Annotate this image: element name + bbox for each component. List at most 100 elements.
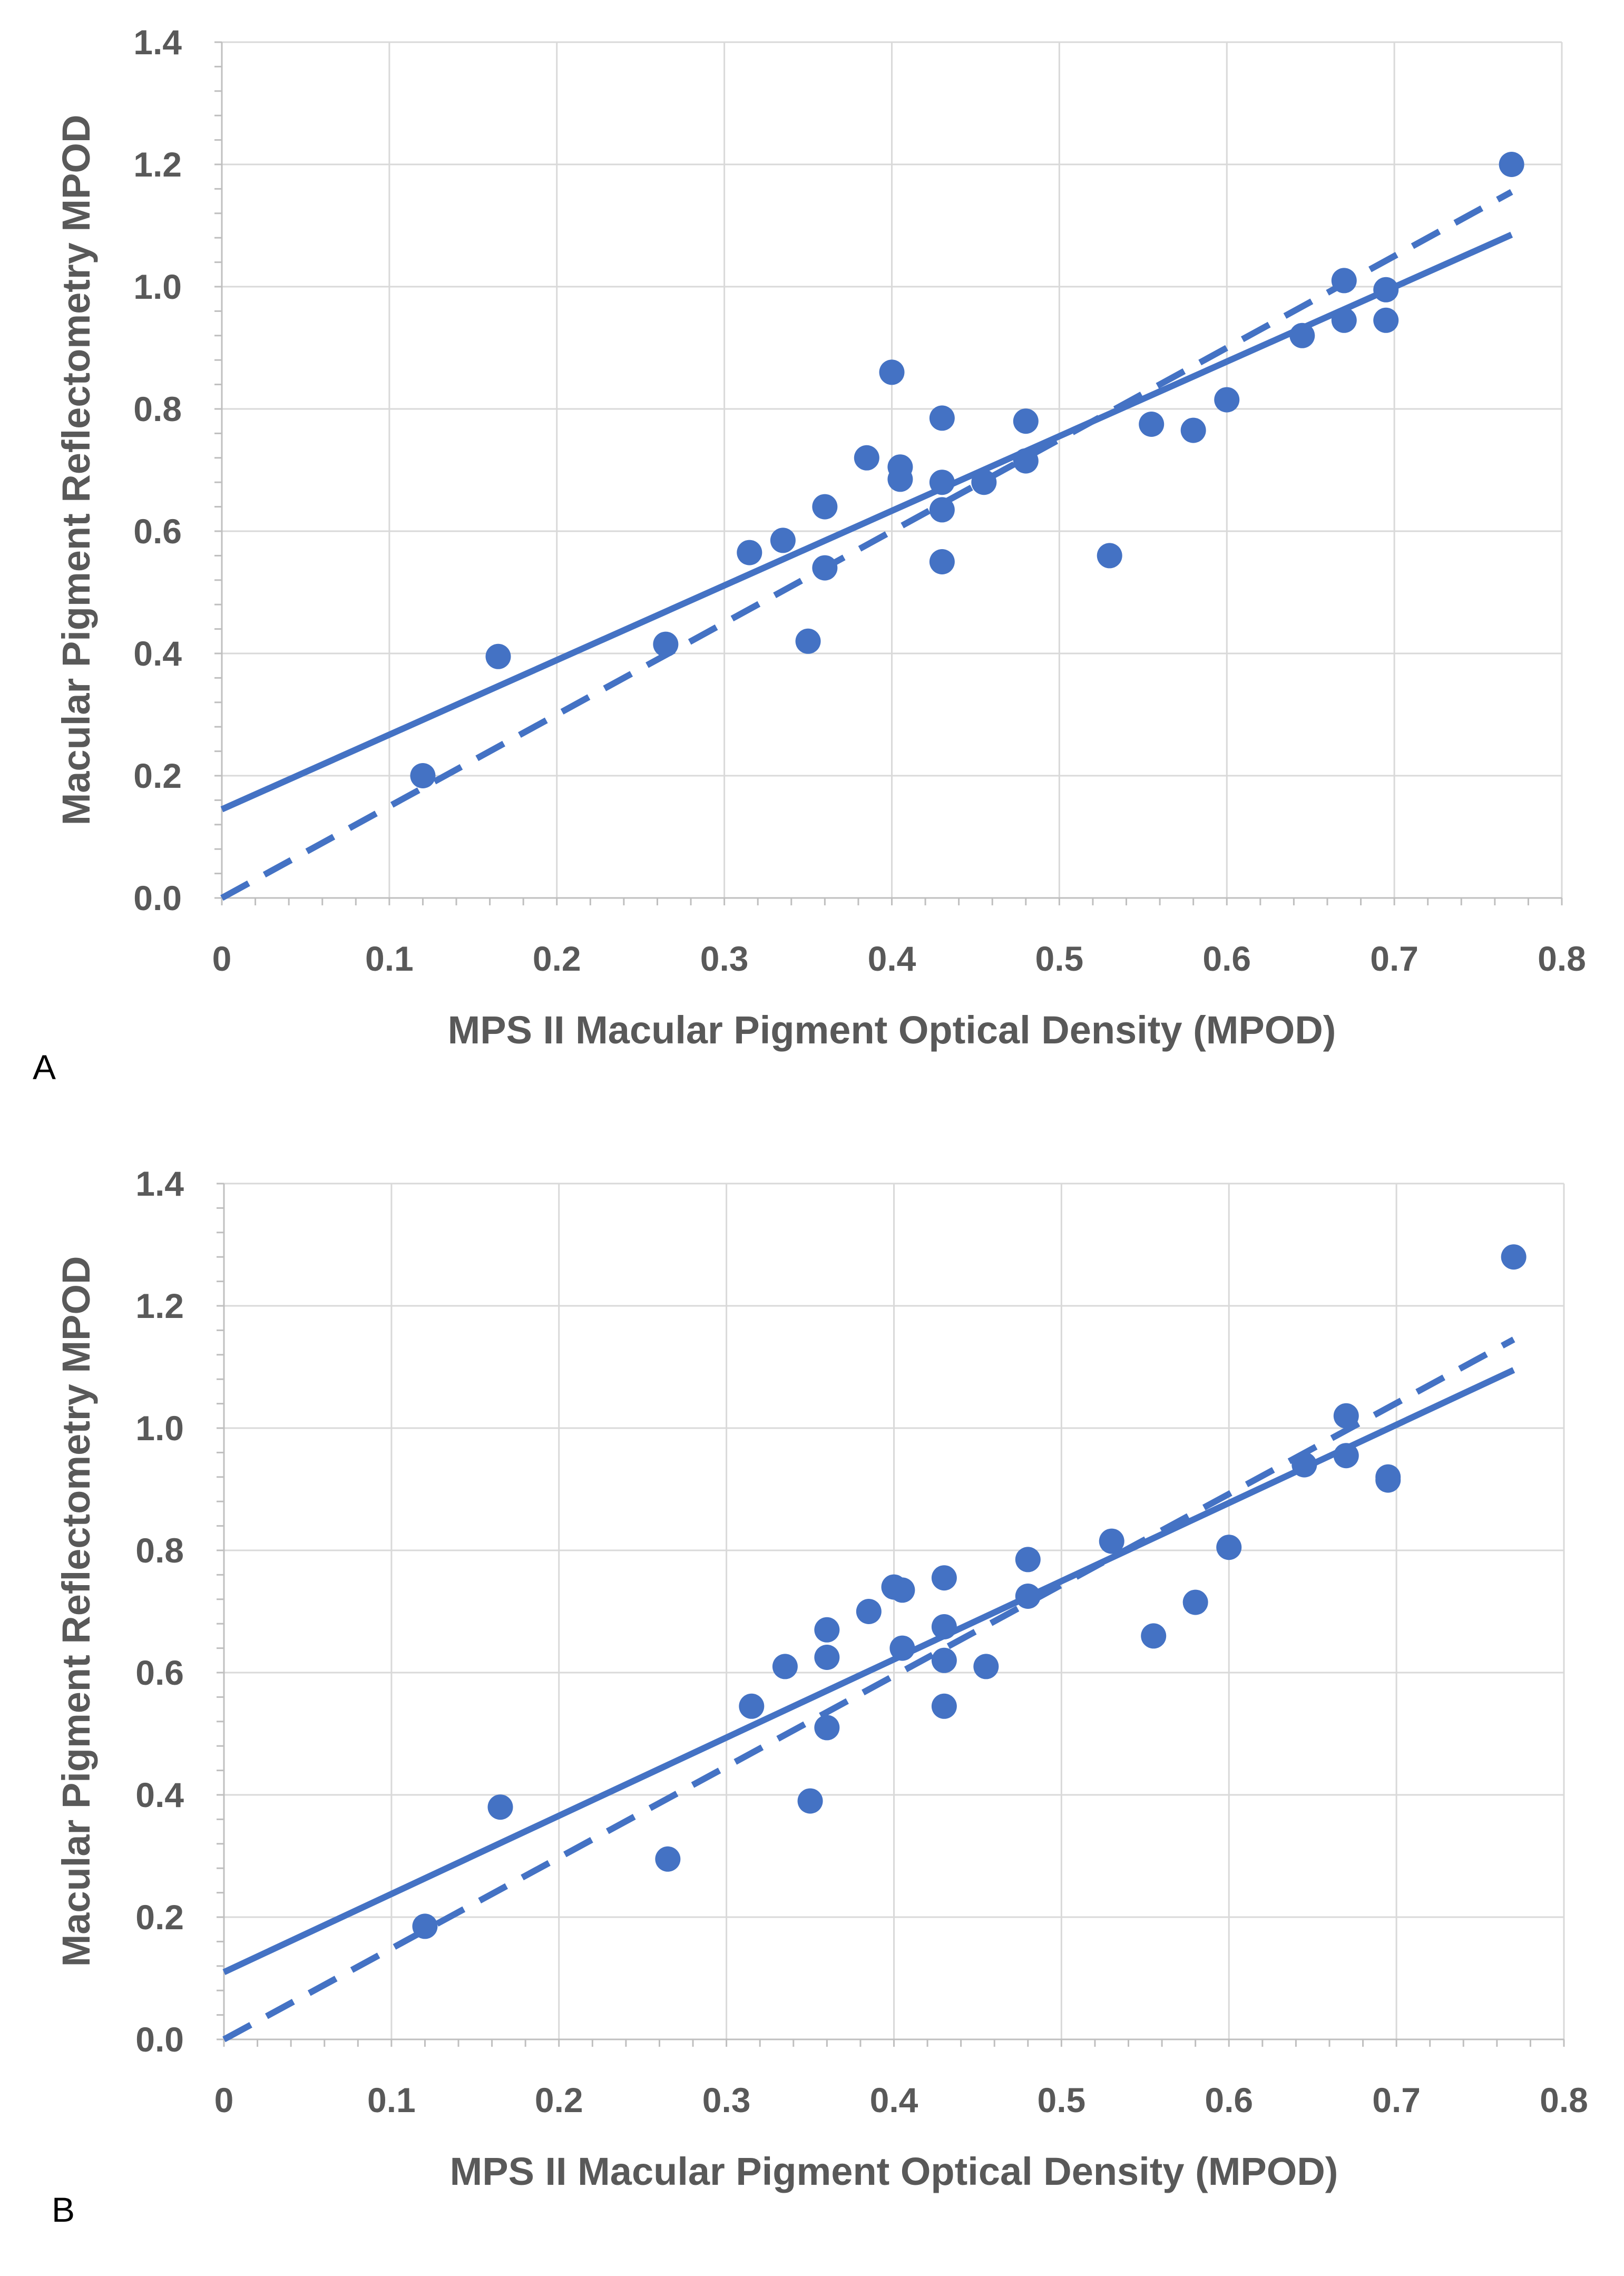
- data-point: [1373, 307, 1399, 333]
- data-point: [812, 555, 838, 581]
- x-tick-label: 0.1: [367, 2080, 416, 2119]
- x-tick-label: 0.5: [1035, 939, 1084, 978]
- data-point: [770, 528, 796, 553]
- x-tick-label: 0.5: [1038, 2080, 1086, 2119]
- data-point: [410, 763, 436, 788]
- x-tick-label: 0.3: [702, 2080, 751, 2119]
- data-point: [1499, 152, 1524, 177]
- data-point: [1216, 1535, 1242, 1560]
- data-point: [485, 643, 511, 669]
- y-tick-label: 1.0: [133, 267, 182, 306]
- y-axis-title: Macular Pigment Reflectometry MPOD: [54, 1256, 98, 1967]
- y-axis-title: Macular Pigment Reflectometry MPOD: [54, 115, 98, 826]
- data-point: [1333, 1403, 1359, 1429]
- x-tick-label: 0.6: [1202, 939, 1251, 978]
- data-point: [487, 1794, 513, 1820]
- x-tick-label: 0: [214, 2080, 234, 2119]
- data-point: [797, 1788, 823, 1814]
- identity-dashed-line: [220, 189, 1513, 901]
- y-tick-label: 1.4: [133, 23, 182, 62]
- minor-ticks: [217, 1183, 1565, 2047]
- x-tick-label: 0.2: [533, 939, 581, 978]
- y-tick-label: 1.4: [135, 1164, 184, 1203]
- data-point: [856, 1599, 882, 1624]
- data-point: [929, 470, 955, 495]
- data-point: [1182, 1589, 1208, 1615]
- data-point: [653, 631, 679, 657]
- data-point: [1375, 1467, 1401, 1493]
- data-point: [931, 1614, 957, 1639]
- y-tick-label: 0.4: [133, 634, 182, 673]
- y-tick-label: 0.6: [133, 512, 182, 551]
- x-tick-label: 0.4: [870, 2080, 918, 2119]
- scatter-points: [412, 1244, 1527, 1939]
- data-point: [1015, 1584, 1041, 1609]
- data-point: [814, 1645, 840, 1670]
- data-point: [655, 1846, 681, 1872]
- x-tick-label: 0.3: [700, 939, 749, 978]
- data-point: [739, 1693, 765, 1719]
- data-point: [1015, 1547, 1041, 1572]
- data-point: [854, 445, 879, 471]
- data-point: [795, 628, 821, 654]
- y-tick-label: 0.2: [135, 1898, 184, 1937]
- y-tick-label: 0.2: [133, 756, 182, 795]
- data-point: [879, 359, 905, 385]
- data-point: [929, 497, 955, 523]
- data-point: [1373, 277, 1399, 302]
- x-tick-label: 0.7: [1372, 2080, 1421, 2119]
- data-point: [1139, 412, 1165, 437]
- x-tick-label: 0.2: [535, 2080, 583, 2119]
- data-point: [1180, 417, 1206, 443]
- data-point: [973, 1654, 999, 1679]
- panel-label: B: [52, 2190, 75, 2229]
- data-point: [887, 466, 913, 492]
- data-point: [1097, 543, 1122, 569]
- x-tick-label: 0.8: [1540, 2080, 1588, 2119]
- y-tick-label: 1.2: [135, 1286, 184, 1325]
- data-point: [814, 1617, 840, 1643]
- y-tick-label: 0.0: [133, 878, 182, 917]
- data-point: [931, 1693, 957, 1719]
- data-point: [812, 494, 838, 520]
- data-point: [1292, 1452, 1317, 1478]
- data-point: [814, 1715, 840, 1741]
- data-point: [412, 1913, 438, 1939]
- y-tick-label: 0.8: [133, 389, 182, 428]
- data-point: [1214, 387, 1240, 413]
- data-point: [929, 549, 955, 574]
- data-point: [772, 1654, 798, 1679]
- minor-ticks: [214, 41, 1563, 905]
- data-point: [1333, 1443, 1359, 1469]
- y-tick-label: 0.4: [135, 1775, 184, 1814]
- y-tick-label: 0.0: [135, 2020, 184, 2059]
- y-tick-label: 0.8: [135, 1531, 184, 1570]
- data-point: [1013, 408, 1039, 434]
- data-point: [929, 405, 955, 431]
- x-axis-title: MPS II Macular Pigment Optical Density (…: [448, 1008, 1336, 1052]
- x-tick-label: 0.7: [1370, 939, 1418, 978]
- data-point: [1331, 268, 1357, 294]
- x-tick-label: 0: [212, 939, 232, 978]
- y-tick-label: 1.2: [133, 145, 182, 184]
- data-point: [889, 1577, 915, 1603]
- data-point: [931, 1647, 957, 1673]
- chart-panel-a: 0 0.1 0.2 0.3 0.4 0.5 0.6 0.7 0.8 0.0 0.2 0.4 0.6 0.8…: [33, 23, 1586, 1087]
- data-point: [971, 470, 997, 495]
- scatter-points: [410, 152, 1524, 788]
- x-axis-title: MPS II Macular Pigment Optical Density (…: [450, 2150, 1338, 2193]
- data-point: [1099, 1528, 1124, 1554]
- x-tick-label: 0.4: [868, 939, 916, 978]
- data-point: [737, 540, 762, 565]
- data-point: [931, 1565, 957, 1591]
- x-tick-label: 0.8: [1538, 939, 1586, 978]
- data-point: [1141, 1623, 1167, 1649]
- chart-panel-b: 0 0.1 0.2 0.3 0.4 0.5 0.6 0.7 0.8 0.0 0.2 0.4 0.6 0.8…: [52, 1164, 1588, 2229]
- data-point: [1501, 1244, 1527, 1270]
- data-point: [1013, 448, 1039, 474]
- y-tick-label: 1.0: [135, 1409, 184, 1448]
- panel-label: A: [33, 1048, 56, 1087]
- x-tick-label: 0.6: [1205, 2080, 1253, 2119]
- y-tick-label: 0.6: [135, 1653, 184, 1692]
